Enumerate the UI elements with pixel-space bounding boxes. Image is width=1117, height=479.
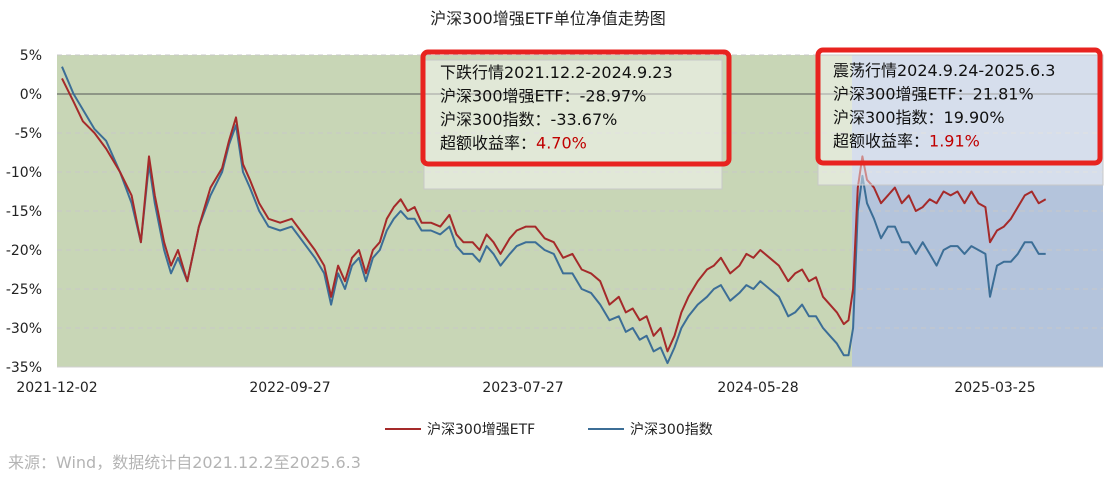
legend-label: 沪深300指数 <box>630 422 713 438</box>
annotation-line: 沪深300指数：19.90% <box>833 108 1005 127</box>
annotation-label: 沪深300指数： <box>440 110 551 129</box>
annotation-title: 震荡行情2024.9.24-2025.6.3 <box>833 61 1055 80</box>
annotation-label: 沪深300指数： <box>833 108 944 127</box>
annotation-label: 沪深300增强ETF： <box>833 85 973 104</box>
annotation-line: 沪深300增强ETF：21.81% <box>833 85 1034 104</box>
x-tick-label: 2023-07-27 <box>482 380 563 396</box>
y-tick-label: -30% <box>6 321 42 337</box>
series-line-2 <box>61 66 1046 365</box>
y-tick-label: -35% <box>6 360 42 376</box>
y-tick-label: 0% <box>20 87 42 103</box>
excess-return-value: 4.70% <box>536 134 587 153</box>
annotation-line: 沪深300增强ETF：-28.97% <box>440 87 646 106</box>
annotation-box-1: 下跌行情2021.12.2-2024.9.23 沪深300增强ETF：-28.97… <box>420 49 732 190</box>
y-tick-label: 5% <box>20 48 42 64</box>
x-tick-label: 2025-03-25 <box>954 380 1035 396</box>
annotation-title: 下跌行情2021.12.2-2024.9.23 <box>440 63 673 82</box>
annotation-value: -28.97% <box>580 87 647 106</box>
annotation-value: 21.81% <box>973 85 1034 104</box>
annotation-line: 下跌行情2021.12.2-2024.9.23 <box>440 63 673 82</box>
excess-return-value: 1.91% <box>929 132 980 151</box>
annotation-box-2: 震荡行情2024.9.24-2025.6.3沪深300增强ETF：21.81%沪… <box>815 47 1104 186</box>
annotation-label: 超额收益率： <box>833 132 929 151</box>
x-tick-label: 2024-05-28 <box>717 380 798 396</box>
annotation-panel <box>423 59 723 190</box>
annotation-line: 沪深300指数：-33.67% <box>440 110 617 129</box>
y-tick-label: -5% <box>15 126 42 142</box>
annotation-value: -33.67% <box>551 110 618 129</box>
annotation-line: 震荡行情2024.9.24-2025.6.3 <box>833 61 1055 80</box>
y-tick-label: -15% <box>6 204 42 220</box>
legend-item-1: 沪深300增强ETF <box>385 422 535 438</box>
highlight-frame <box>815 47 1103 166</box>
y-tick-label: -10% <box>6 165 42 181</box>
legend-item-2: 沪深300指数 <box>588 422 713 438</box>
legend-label: 沪深300增强ETF <box>427 422 535 438</box>
highlight-frame <box>420 49 732 167</box>
series-line-1 <box>61 77 1047 353</box>
y-tick-label: -25% <box>6 282 42 298</box>
x-tick-label: 2022-09-27 <box>249 380 330 396</box>
annotation-line: 超额收益率：1.91% <box>833 132 980 151</box>
y-tick-label: -20% <box>6 243 42 259</box>
annotation-label: 沪深300增强ETF： <box>440 87 580 106</box>
chart-title: 沪深300增强ETF单位净值走势图 <box>430 9 666 28</box>
source-note: 来源：Wind，数据统计自2021.12.2至2025.6.3 <box>8 453 361 472</box>
x-tick-label: 2021-12-02 <box>16 380 97 396</box>
annotation-label: 超额收益率： <box>440 134 536 153</box>
annotation-line: 超额收益率：4.70% <box>440 134 587 153</box>
annotation-value: 19.90% <box>944 108 1005 127</box>
